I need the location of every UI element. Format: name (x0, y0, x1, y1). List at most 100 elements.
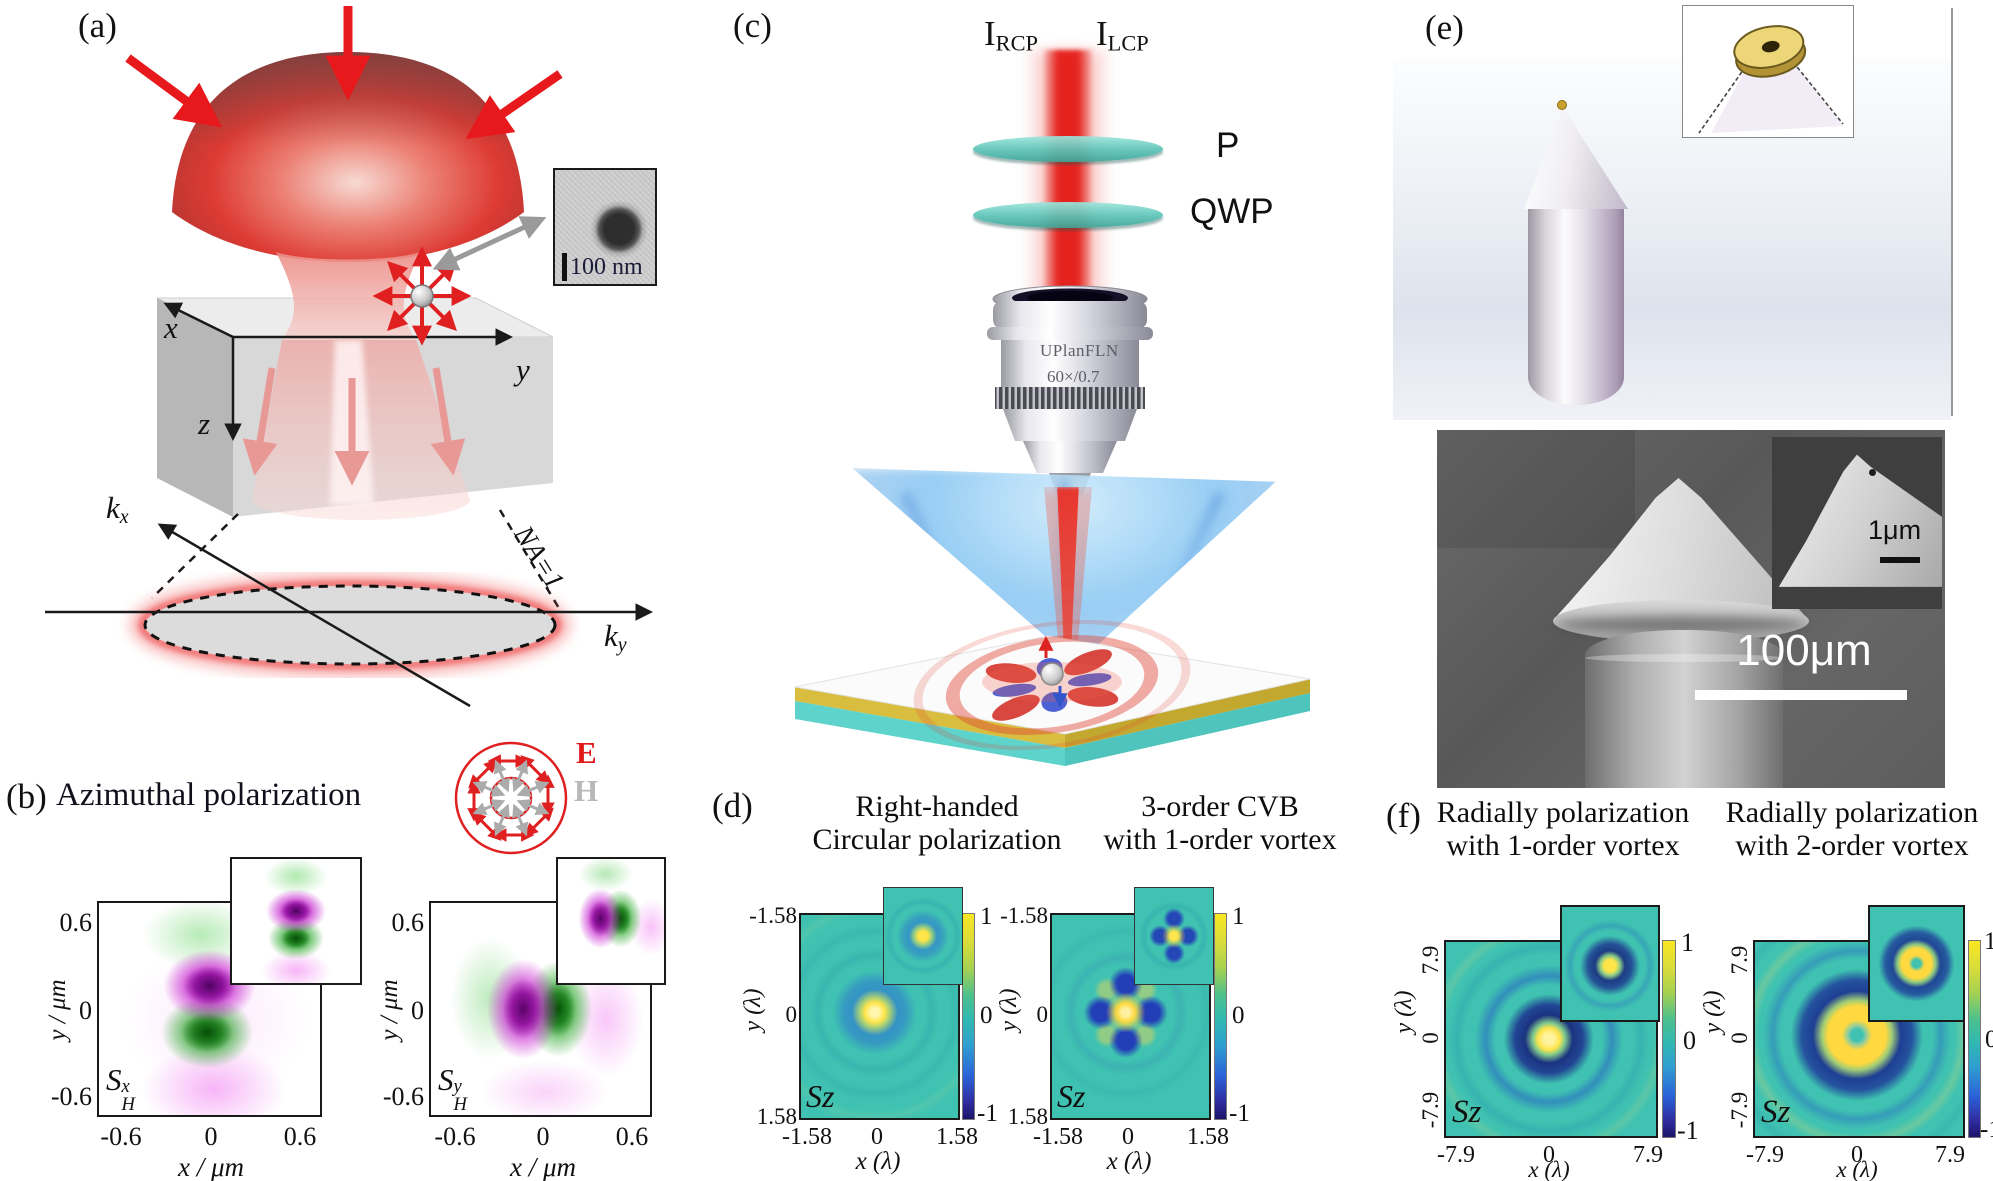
scatter-streak (1150, 491, 1225, 631)
f2-xtick-right: 7.9 (1935, 1142, 1965, 1168)
panel-f-label: (f) (1386, 796, 1421, 835)
panel-e-divider-line (1951, 8, 1953, 416)
sem-scale-text: 100μm (1736, 626, 1872, 675)
f2-ytick-mid: 0 (1727, 1032, 1752, 1044)
f1-corner-label: Sz (1452, 1094, 1482, 1130)
d1-ytick-top: -1.58 (749, 903, 797, 928)
d2-cbar-max: 1 (1232, 903, 1245, 930)
f2-corner-label: Sz (1761, 1094, 1791, 1130)
b2-sub: H (453, 1094, 467, 1116)
panel-d-label: (d) (712, 786, 753, 825)
tem-inset-image: 100 nm (553, 168, 657, 286)
f1-cbar-mid: 0 (1683, 1026, 1696, 1055)
d1-ylabel: y (λ) (740, 988, 766, 1032)
d1-ytick-mid: 0 (785, 1002, 798, 1027)
b2-xtick-right: 0.6 (615, 1122, 649, 1151)
sem-inset-aperture-dot (1869, 469, 1876, 476)
axis-y-label: y (516, 352, 530, 387)
b2-sup: y (453, 1076, 462, 1098)
b2-ytick-bot: -0.6 (382, 1082, 424, 1111)
azimuthal-e-arrows (467, 754, 555, 842)
gold-layer-right (1065, 679, 1310, 748)
d2-xlabel: x (λ) (1106, 1148, 1152, 1175)
d2-ytick-bot: 1.58 (1007, 1104, 1048, 1129)
d2-title-line2: with 1-order vortex (1103, 823, 1337, 856)
k-axes (45, 523, 653, 708)
b1-ytick-top: 0.6 (59, 908, 93, 937)
probe-particle (1040, 662, 1064, 686)
e-field-legend: E (576, 735, 597, 770)
b1-sup: x (121, 1076, 130, 1098)
d2-colorbar (1214, 913, 1227, 1120)
d2-xtick-left: -1.58 (1033, 1124, 1083, 1150)
h-field-legend: H (574, 773, 599, 808)
f1-cbar-max: 1 (1681, 928, 1694, 957)
polarizer-disc (973, 136, 1163, 162)
b1-xtick-right: 0.6 (283, 1122, 317, 1151)
b1-ytick-bot: -0.6 (50, 1082, 92, 1111)
gold-disc-tip (1557, 100, 1567, 110)
d2-ytick-top: -1.58 (1000, 903, 1048, 928)
heatmap-f-vortex2 (1753, 940, 1965, 1138)
f2-title: Radially polarization with 2-order vorte… (1707, 796, 1993, 862)
sem-image: 1μm 100μm (1437, 430, 1945, 788)
polarizer-label: P (1216, 126, 1240, 165)
d2-xtick-right: 1.58 (1187, 1124, 1229, 1150)
heatmap-f-vortex1-inset (1560, 905, 1660, 1022)
objective-spec-text: 60×/0.7 (1047, 367, 1100, 386)
lcp-base: I (1096, 14, 1108, 53)
objective-lens (987, 285, 1153, 495)
f2-cbar-min: -1 (1980, 1116, 1993, 1143)
heatmap-d-rcp-inset (883, 887, 963, 985)
f2-xtick-left: -7.9 (1746, 1142, 1784, 1168)
lcp-sub: LCP (1107, 30, 1149, 56)
gold-layer-left (795, 687, 1065, 748)
heatmap-b-shx-inset (230, 857, 362, 985)
rcp-base: I (984, 14, 996, 53)
b2-xtick-mid: 0 (536, 1122, 550, 1151)
xyz-axes (163, 302, 513, 441)
na-dashed-lines (151, 509, 562, 611)
f2-xlabel: x (λ) (1836, 1157, 1878, 1181)
axis-z-label: z (198, 406, 211, 441)
f2-xtick-mid: 0 (1851, 1142, 1863, 1168)
rcp-intensity-label: IRCP (984, 14, 1038, 57)
f1-title-line1: Radially polarization (1436, 796, 1690, 829)
b2-xtick-left: -0.6 (434, 1122, 476, 1151)
d2-title-line1: 3-order CVB (1141, 790, 1299, 823)
sem-inset-scalebar (1880, 557, 1920, 563)
nanoparticle-scattering (372, 246, 472, 346)
cad-render-background (1393, 58, 1951, 420)
tem-scale-text: 100 nm (570, 254, 643, 280)
d1-title: Right-handed Circular polarization (797, 790, 1077, 856)
f2-title-line2: with 2-order vortex (1735, 829, 1969, 862)
heatmap-f-vortex2-inset (1868, 905, 1965, 1022)
sem-scalebar (1695, 690, 1907, 700)
d1-cbar-min: -1 (977, 1100, 998, 1127)
d1-corner-label: Sz (806, 1078, 835, 1114)
substrate-layer-right (1065, 693, 1310, 766)
f2-ytick-top: 7.9 (1727, 945, 1752, 975)
f1-ytick-mid: 0 (1418, 1032, 1443, 1044)
probe-cylinder (1528, 205, 1624, 405)
b1-s: S (106, 1062, 122, 1097)
b1-xtick-mid: 0 (204, 1122, 218, 1151)
panel-e-label: (e) (1425, 8, 1464, 47)
f2-ylabel: y (λ) (1700, 990, 1726, 1034)
azimuthal-field-ring-icon (454, 741, 568, 855)
b2-ytick-top: 0.6 (391, 908, 425, 937)
b1-xlabel: x / μm (177, 1152, 245, 1181)
f1-ytick-top: 7.9 (1418, 945, 1443, 975)
b1-ylabel: y / μm (44, 979, 71, 1041)
f1-title: Radially polarization with 1-order vorte… (1418, 796, 1708, 862)
heatmap-b-shy-inset (556, 857, 666, 985)
b2-s: S (438, 1062, 454, 1097)
focused-beam-upper (172, 52, 524, 340)
f1-xtick-left: -7.9 (1437, 1142, 1475, 1168)
sem-shade-patch (1437, 430, 1635, 548)
f1-xtick-mid: 0 (1543, 1142, 1555, 1168)
ky-axis-label: ky (604, 618, 627, 657)
axis-x-label: x (164, 310, 178, 345)
radial-h-arrows (472, 759, 550, 837)
